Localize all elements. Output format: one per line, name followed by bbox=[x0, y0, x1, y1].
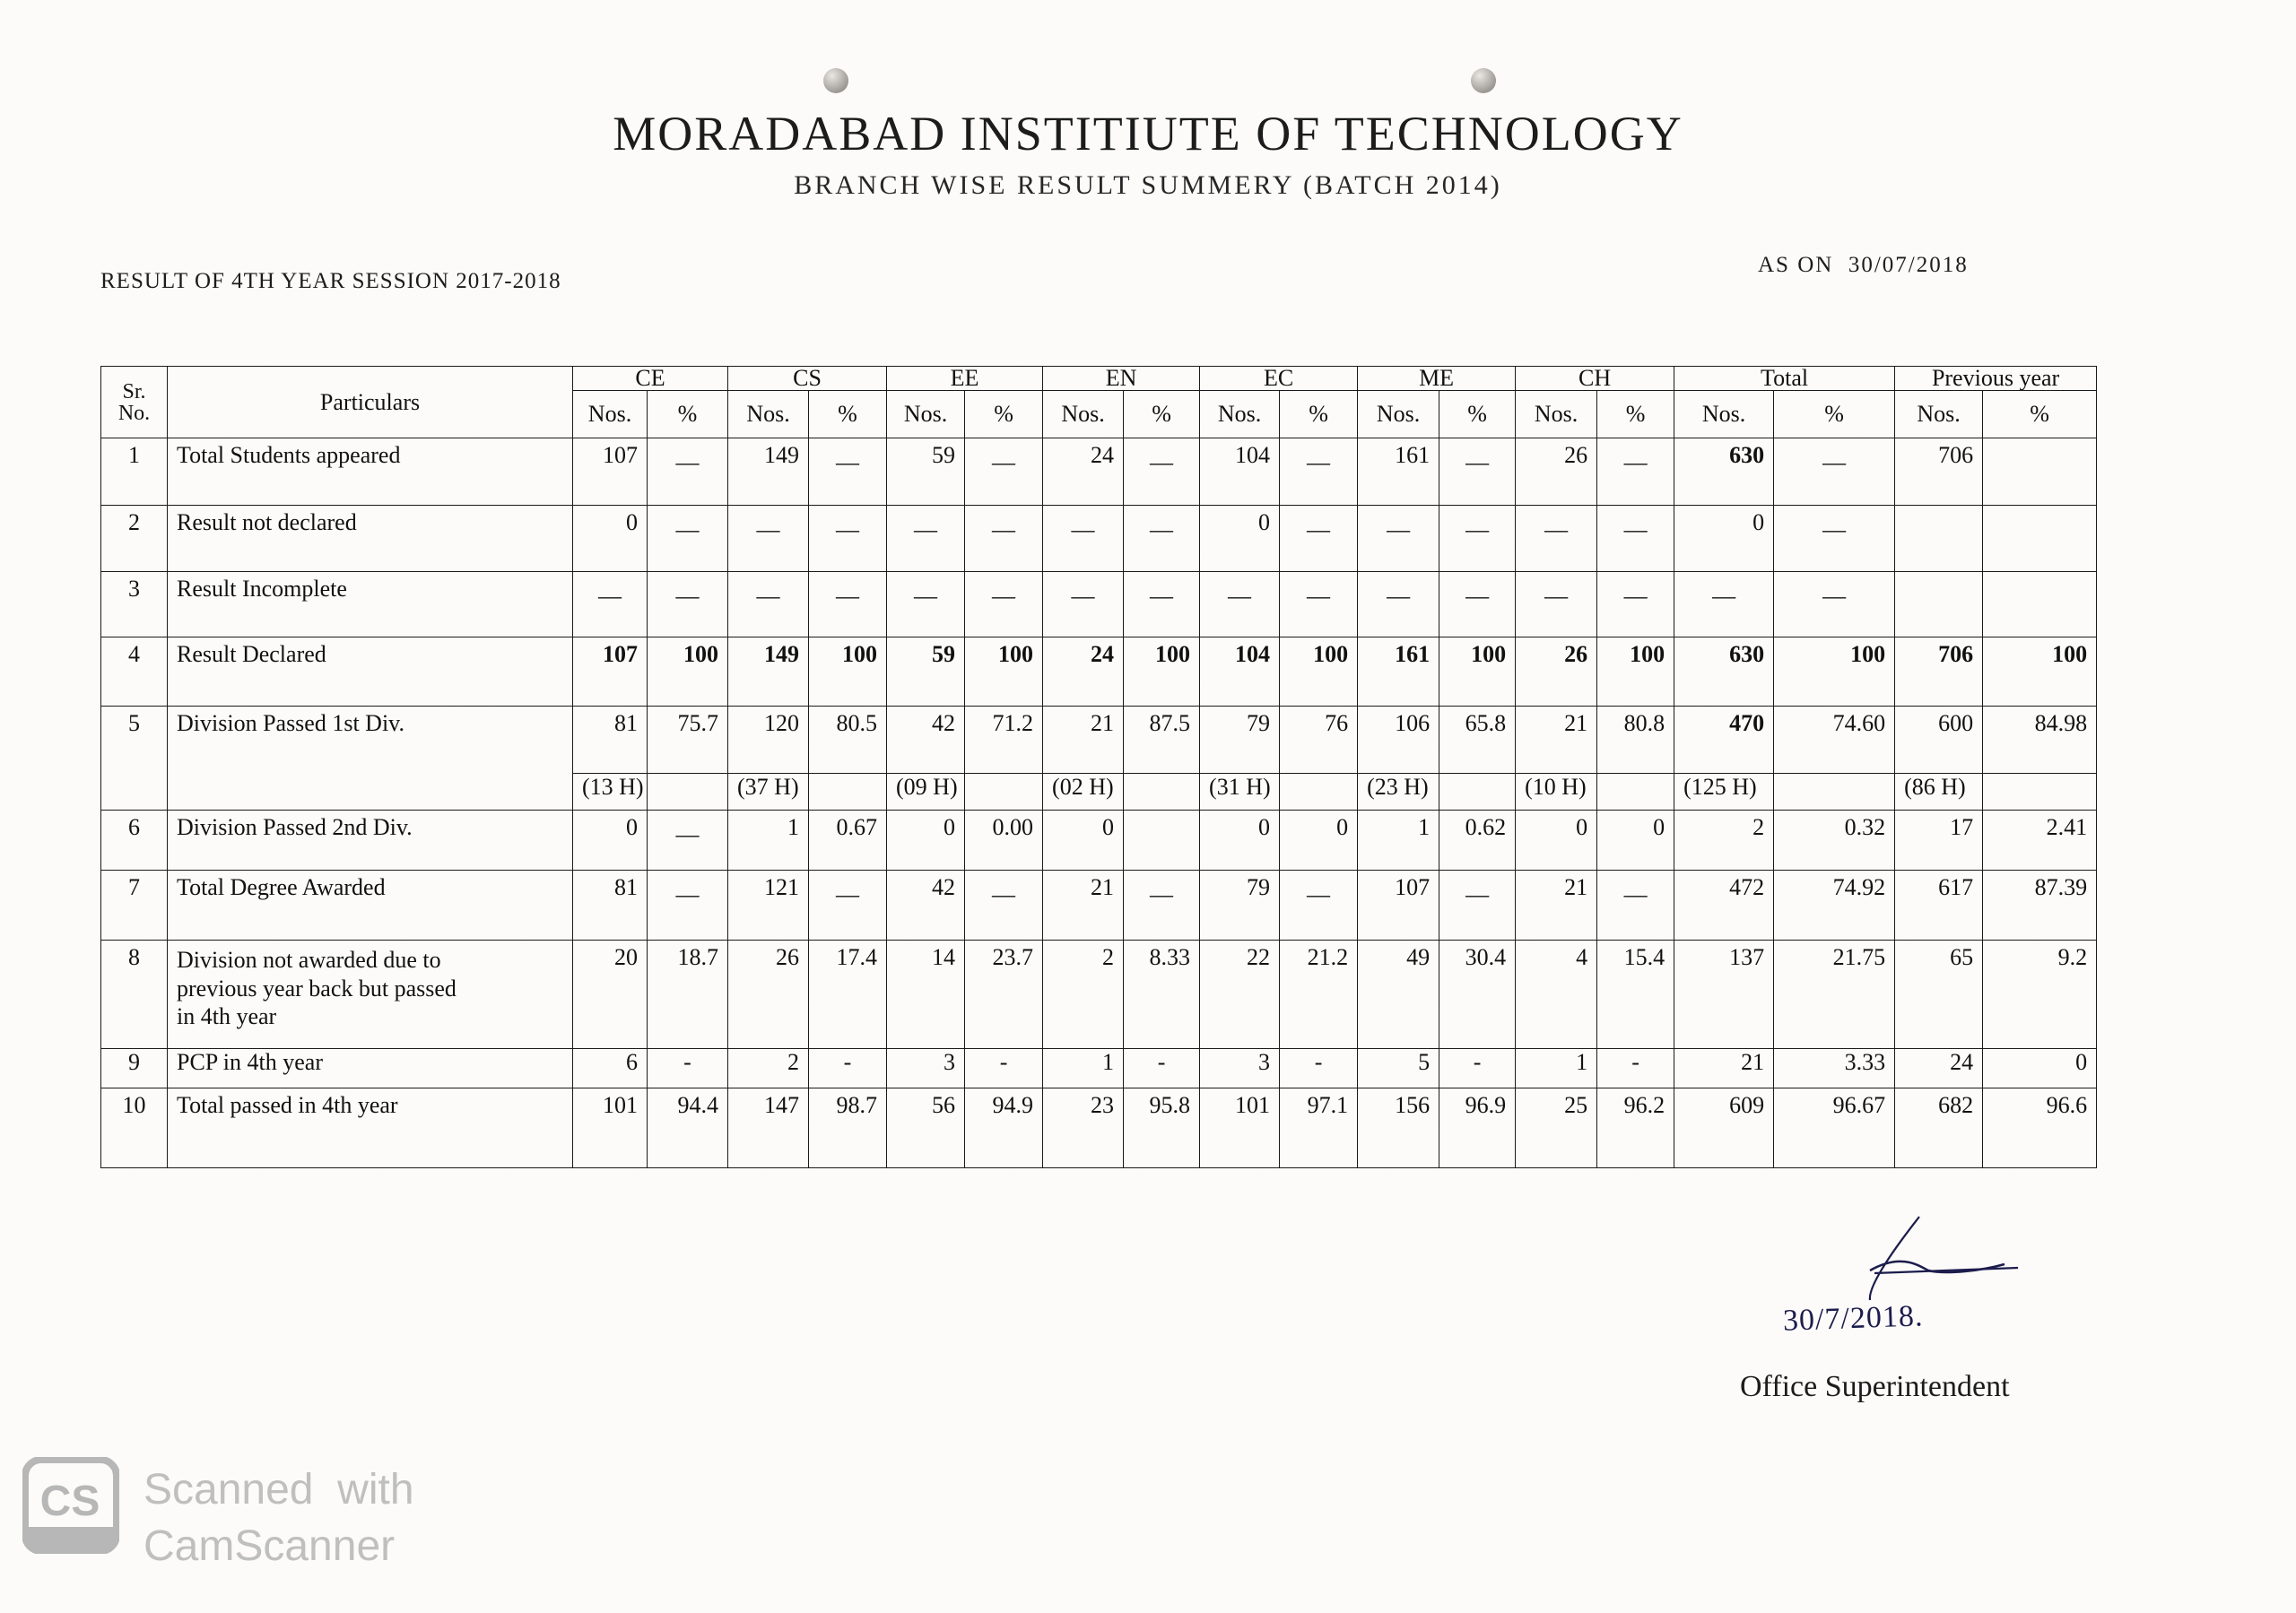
svg-text:CS: CS bbox=[40, 1478, 100, 1525]
